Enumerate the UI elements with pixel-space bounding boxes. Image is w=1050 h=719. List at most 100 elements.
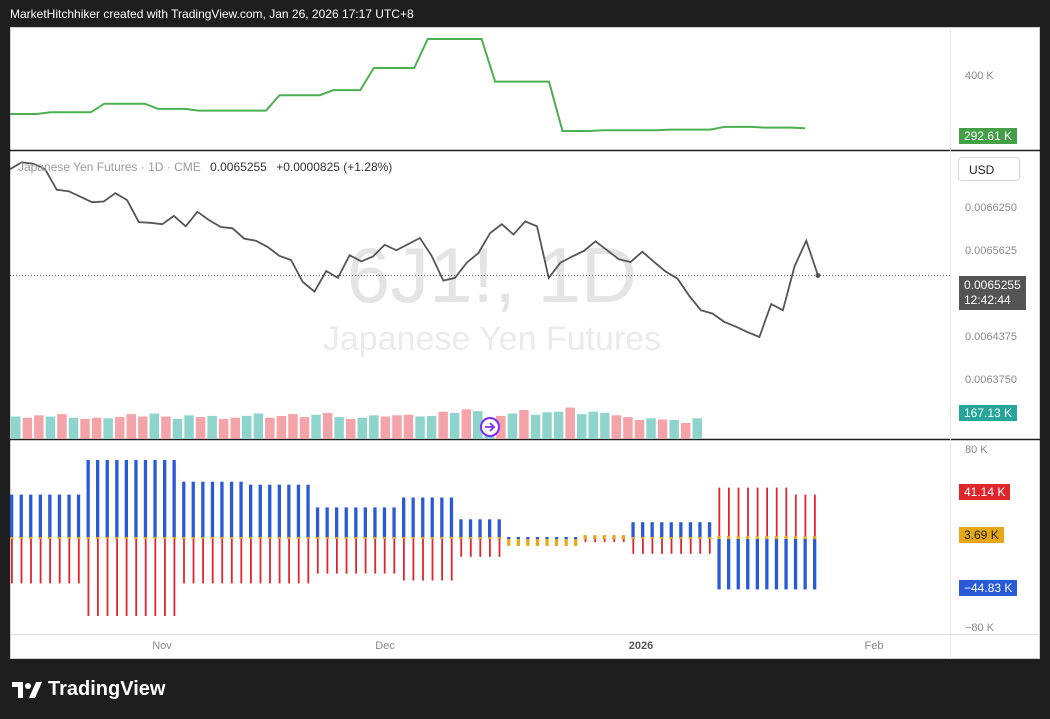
cot-long-bar [794, 494, 797, 539]
volume-bar [22, 417, 33, 439]
cot-net-bar [574, 539, 578, 546]
cot-long-bar [87, 539, 90, 616]
volume-bar [322, 412, 333, 439]
cot-short-bar [526, 537, 530, 539]
cot-net-bar [459, 537, 463, 539]
volume-bar [276, 415, 287, 439]
cot-long-bar [11, 539, 13, 584]
cot-short-bar [535, 537, 540, 539]
cot-net-bar [688, 537, 693, 539]
cot-short-bar [315, 507, 320, 539]
cot-net-badge: 3.69 K [959, 527, 1004, 543]
tradingview-logo[interactable]: TradingView [12, 678, 165, 701]
cot-short-bar [554, 537, 559, 539]
cot-short-bar [382, 507, 387, 539]
cot-long-bar [77, 539, 80, 584]
cot-net-bar [210, 537, 215, 539]
cot-net-bar [793, 536, 798, 539]
volume-bar [692, 418, 702, 439]
cot-net-bar [746, 536, 750, 539]
cot-long-bar [814, 494, 816, 539]
currency-button[interactable]: USD [958, 157, 1020, 181]
tradingview-logo-icon [12, 681, 42, 698]
watermark-name: Japanese Yen Futures [323, 320, 661, 358]
volume-bar [149, 413, 160, 439]
cot-short-bar [325, 507, 329, 539]
volume-bar [68, 417, 79, 439]
last-price-dot [815, 273, 821, 278]
cot-long-bar [202, 539, 204, 584]
cot-long-bar [288, 539, 290, 584]
volume-bar [138, 416, 148, 439]
volume-bar [230, 417, 240, 439]
cot-short-bar [497, 519, 501, 540]
cot-short-bar [784, 539, 788, 590]
last-price: 0.0065255 [210, 160, 267, 174]
cot-net-bar [191, 537, 195, 539]
open-interest-last-badge: 292.61 K [959, 128, 1018, 144]
cot-short-bar [29, 494, 33, 539]
cot-long-bar [766, 487, 768, 539]
cot-long-bar [756, 487, 759, 539]
cot-short-bar [564, 537, 568, 539]
symbol-legend[interactable]: Japanese Yen Futures · 1D · CME 0.006525… [18, 160, 392, 174]
chart-frame: 400 K 6J1!, 1D Japanese Yen Futures 0.00662… [10, 27, 1040, 659]
cot-net-bar [612, 535, 616, 540]
cot-net-bar [344, 537, 348, 539]
cot-long-bar [699, 539, 702, 554]
cot-short-bar [335, 507, 339, 539]
cot-net-bar [440, 537, 444, 539]
cot-short-bar [679, 522, 683, 539]
volume-bar [473, 411, 483, 439]
cot-net-bar [813, 536, 817, 539]
cot-net-bar [717, 536, 721, 539]
cot-long-bar [221, 539, 224, 584]
volume-bar [115, 417, 125, 439]
cot-net-bar [411, 537, 415, 539]
cot-short-bar [76, 494, 81, 539]
cot-long-bar [269, 539, 271, 584]
cot-net-bar [488, 537, 492, 539]
cot-net-bar [335, 537, 339, 539]
cot-short-bar [277, 484, 281, 539]
cot-net-bar [765, 536, 769, 539]
cot-short-bar [545, 537, 549, 539]
watermark-ticker: 6J1!, 1D [347, 231, 637, 319]
cot-long-bar [728, 487, 730, 539]
cot-long-bar [154, 539, 157, 616]
cot-short-bar [430, 497, 434, 539]
cot-net-bar [19, 537, 23, 539]
volume-bar [184, 415, 194, 439]
volume-bar [553, 411, 564, 439]
cot-net-bar [478, 537, 482, 539]
volume-bar [565, 407, 575, 439]
cot-net-bar [373, 537, 377, 539]
cot-net-bar [153, 537, 157, 539]
open-interest-line [10, 38, 806, 132]
cot-short-bar [411, 497, 415, 539]
cot-short-bar [803, 539, 807, 590]
cot-net-bar [755, 536, 759, 539]
cot-long-bar [622, 539, 625, 542]
cot-net-bar [287, 537, 291, 539]
cot-long-bar [460, 539, 463, 557]
cot-long-bar [708, 539, 711, 554]
volume-bar [126, 414, 136, 439]
volume-bar [669, 420, 679, 439]
cot-long-bar [39, 539, 42, 584]
cot-short-bar [354, 507, 358, 539]
cot-long-bar [718, 487, 721, 539]
cot-short-bar [10, 494, 14, 539]
cot-tick-label: −80 K [965, 622, 995, 634]
chart-border [10, 27, 1040, 659]
cot-short-bar [105, 460, 109, 539]
cot-short-bar [229, 481, 234, 539]
cot-net-bar [48, 537, 52, 539]
cot-net-bar [468, 537, 473, 539]
cot-net-bar [277, 537, 281, 539]
cot-long-bar [403, 539, 405, 581]
cot-net-bar [497, 537, 501, 539]
cot-long-badge: 41.14 K [959, 484, 1011, 500]
cot-short-bar [402, 497, 406, 539]
